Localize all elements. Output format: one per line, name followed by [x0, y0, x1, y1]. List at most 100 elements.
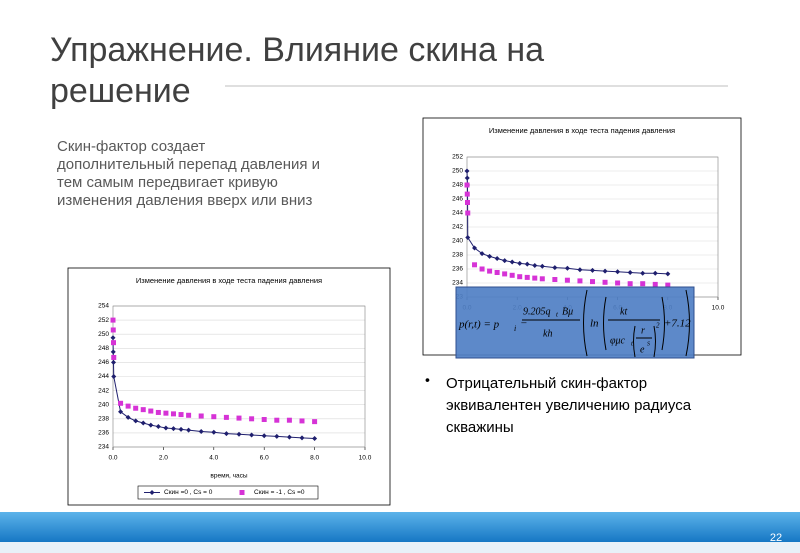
point [487, 268, 493, 274]
y-tick-label: 240 [98, 401, 109, 408]
y-tick-label: 234 [452, 280, 463, 287]
point [111, 374, 117, 379]
point [236, 431, 242, 437]
y-tick-label: 250 [452, 168, 463, 175]
body-line: Скин-фактор создает [57, 138, 205, 155]
legend-box [137, 485, 319, 500]
x-tick-label: 4.0 [209, 455, 218, 462]
legend-label: Скин =0 , Cs = 0 [164, 489, 213, 496]
formula-part: Bμ [562, 306, 573, 317]
point [186, 427, 192, 433]
bullet-line: эквивалентен увеличению радиуса [446, 397, 692, 414]
y-tick-label: 234 [98, 444, 109, 451]
bracket [603, 296, 665, 351]
point [479, 266, 485, 272]
point [502, 258, 508, 264]
point [524, 261, 530, 267]
point [465, 235, 471, 240]
bracket [633, 325, 656, 358]
point [464, 168, 470, 174]
point [148, 408, 154, 414]
chart-title: Изменение давления в ходе теста падения … [489, 126, 675, 135]
chart-frame [67, 267, 391, 506]
point [211, 414, 217, 420]
y-tick-label: 236 [452, 266, 463, 273]
point [577, 278, 583, 284]
point [312, 419, 318, 425]
point [118, 400, 124, 406]
point [111, 354, 117, 360]
formula-part: e [640, 344, 645, 355]
point [125, 403, 131, 409]
x-tick-label: 0.0 [108, 455, 117, 462]
point [155, 424, 161, 430]
point [223, 431, 229, 437]
point [577, 267, 583, 273]
point [640, 270, 646, 276]
formula-part: t [556, 311, 559, 319]
point [312, 436, 318, 442]
point [286, 434, 292, 440]
point [502, 271, 508, 277]
y-tick-label: 254 [98, 303, 109, 310]
y-tick-label: 252 [98, 317, 109, 324]
title-line: решение [50, 72, 191, 110]
x-axis-label: время, часы [210, 473, 248, 480]
point [170, 411, 176, 417]
point [249, 432, 255, 438]
point [178, 426, 184, 432]
point [261, 433, 267, 439]
point [111, 340, 117, 346]
chart-title: Изменение давления в ходе теста падения … [136, 276, 322, 285]
point [665, 282, 671, 288]
x-tick-label: 8.0 [310, 455, 319, 462]
point [532, 263, 538, 268]
point [140, 420, 146, 426]
point [665, 271, 671, 277]
point [552, 277, 558, 282]
point [652, 281, 658, 287]
point [627, 281, 633, 287]
point [564, 277, 570, 283]
formula-part: − [520, 318, 527, 330]
point [249, 416, 255, 422]
point [274, 417, 280, 423]
chart: Изменение давления в ходе теста падения … [67, 267, 391, 506]
point [110, 349, 116, 355]
point [517, 274, 523, 280]
y-tick-label: 248 [452, 182, 463, 189]
point [590, 267, 595, 273]
y-tick-label: 252 [452, 154, 463, 161]
point [472, 262, 478, 268]
point [133, 418, 139, 424]
title-line: Упражнение. Влияние скина на [50, 31, 544, 69]
y-tick-label: 244 [98, 373, 109, 380]
legend-marker [149, 490, 155, 495]
y-tick-label: 238 [98, 416, 109, 423]
point [299, 418, 305, 424]
bullet-line: Отрицательный скин-фактор [446, 375, 647, 392]
point [464, 175, 470, 181]
point [564, 265, 570, 271]
point [170, 426, 176, 432]
point [118, 409, 124, 415]
point [133, 405, 139, 411]
point [198, 413, 204, 419]
point [198, 428, 204, 434]
formula-part: ln [590, 318, 599, 330]
formula-box [455, 286, 695, 359]
x-tick-label: 6.0 [260, 455, 269, 462]
formula-part: 2 [656, 322, 660, 330]
point [155, 409, 161, 415]
y-tick-label: 246 [452, 196, 463, 203]
point [464, 191, 470, 197]
point [178, 412, 184, 418]
point [110, 317, 116, 323]
x-tick-label: 10.0 [712, 305, 725, 312]
point [236, 415, 242, 421]
point [261, 417, 267, 423]
body-line: тем самым передвигает кривую [57, 174, 278, 191]
bracket [583, 289, 690, 357]
